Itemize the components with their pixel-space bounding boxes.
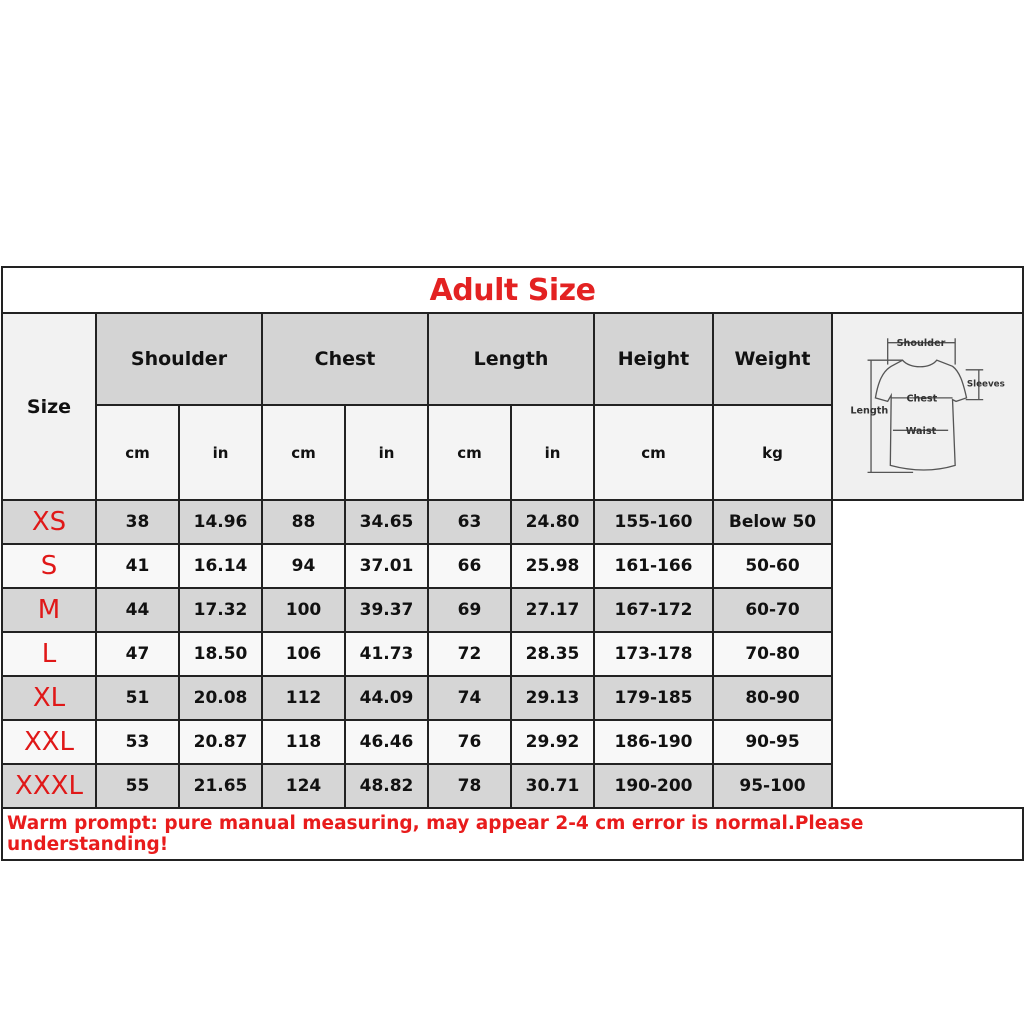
value-cell: 47 [95,631,180,677]
chest-label: Chest [906,393,937,404]
value-cell: 94 [261,543,346,589]
value-cell: 51 [95,675,180,721]
value-cell: 88 [261,499,346,545]
value-cell: 28.35 [510,631,595,677]
length-header: Length [427,311,595,407]
size-label: S [1,543,97,589]
chart-title: Adult Size [0,266,1024,314]
shoulder-label: Shoulder [896,338,945,349]
height-header: Height [593,311,714,407]
value-cell: 124 [261,763,346,809]
footer-note: Warm prompt: pure manual measuring, may … [0,807,1024,861]
value-cell: 17.32 [178,587,263,633]
value-cell: 30.71 [510,763,595,809]
unit-cell: cm [427,404,512,501]
value-cell: 72 [427,631,512,677]
value-cell: 39.37 [344,587,429,633]
value-cell: 66 [427,543,512,589]
value-cell: 76 [427,719,512,765]
value-cell: 29.92 [510,719,595,765]
sleeves-label: Sleeves [966,379,1004,389]
value-cell: 37.01 [344,543,429,589]
length-label: Length [850,406,888,417]
value-cell: 18.50 [178,631,263,677]
table-row: XXL 53 20.87 118 46.46 76 29.92 186-190 90-95 [1,719,1023,765]
value-cell: 69 [427,587,512,633]
table-row: M 44 17.32 100 39.37 69 27.17 167-172 60-70 [1,587,1023,633]
value-cell: 20.87 [178,719,263,765]
weight-header: Weight [712,311,833,407]
unit-cell: in [344,404,429,501]
value-cell: 179-185 [593,675,714,721]
value-cell: 55 [95,763,180,809]
value-cell: 60-70 [712,587,833,633]
value-cell: 112 [261,675,346,721]
value-cell: 29.13 [510,675,595,721]
value-cell: 63 [427,499,512,545]
value-cell: 44 [95,587,180,633]
size-label: XS [1,499,97,545]
value-cell: 161-166 [593,543,714,589]
value-cell: 38 [95,499,180,545]
unit-cell: in [178,404,263,501]
value-cell: 21.65 [178,763,263,809]
value-cell: 118 [261,719,346,765]
value-cell: 155-160 [593,499,714,545]
chest-header: Chest [261,311,429,407]
value-cell: 50-60 [712,543,833,589]
value-cell: 74 [427,675,512,721]
unit-cell: in [510,404,595,501]
value-cell: 106 [261,631,346,677]
value-cell: 173-178 [593,631,714,677]
value-cell: 27.17 [510,587,595,633]
table-row: XXXL 55 21.65 124 48.82 78 30.71 190-200 95-100 [1,763,1023,809]
unit-cell: cm [593,404,714,501]
value-cell: 41.73 [344,631,429,677]
size-label: XL [1,675,97,721]
value-cell: 25.98 [510,543,595,589]
value-cell: 190-200 [593,763,714,809]
value-cell: Below 50 [712,499,833,545]
shoulder-header: Shoulder [95,311,263,407]
tshirt-diagram-cell: Shoulder Sleeves Chest Length Waist [830,312,1024,501]
table-row: L 47 18.50 106 41.73 72 28.35 173-178 70-80 [1,631,1023,677]
value-cell: 16.14 [178,543,263,589]
size-chart-table: Adult Size Size Shoulder Chest Length He… [0,266,1024,861]
value-cell: 14.96 [178,499,263,545]
value-cell: 20.08 [178,675,263,721]
size-label: XXL [1,719,97,765]
table-row: S 41 16.14 94 37.01 66 25.98 161-166 50-60 [1,543,1023,589]
table-row: XS 38 14.96 88 34.65 63 24.80 155-160 Below 50 [1,499,1023,545]
value-cell: 41 [95,543,180,589]
value-cell: 186-190 [593,719,714,765]
value-cell: 48.82 [344,763,429,809]
waist-label: Waist [905,426,936,437]
value-cell: 46.46 [344,719,429,765]
value-cell: 100 [261,587,346,633]
value-cell: 167-172 [593,587,714,633]
tshirt-measurement-diagram: Shoulder Sleeves Chest Length Waist [850,338,1004,474]
value-cell: 34.65 [344,499,429,545]
size-label: XXXL [1,763,97,809]
value-cell: 53 [95,719,180,765]
value-cell: 24.80 [510,499,595,545]
unit-cell: kg [712,404,833,501]
value-cell: 70-80 [712,631,833,677]
value-cell: 80-90 [712,675,833,721]
size-label: L [1,631,97,677]
size-header: Size [1,312,97,501]
size-label: M [1,587,97,633]
unit-cell: cm [95,404,180,501]
value-cell: 78 [427,763,512,809]
table-row: XL 51 20.08 112 44.09 74 29.13 179-185 80-90 [1,675,1023,721]
unit-cell: cm [261,404,346,501]
value-cell: 95-100 [712,763,833,809]
value-cell: 90-95 [712,719,833,765]
value-cell: 44.09 [344,675,429,721]
